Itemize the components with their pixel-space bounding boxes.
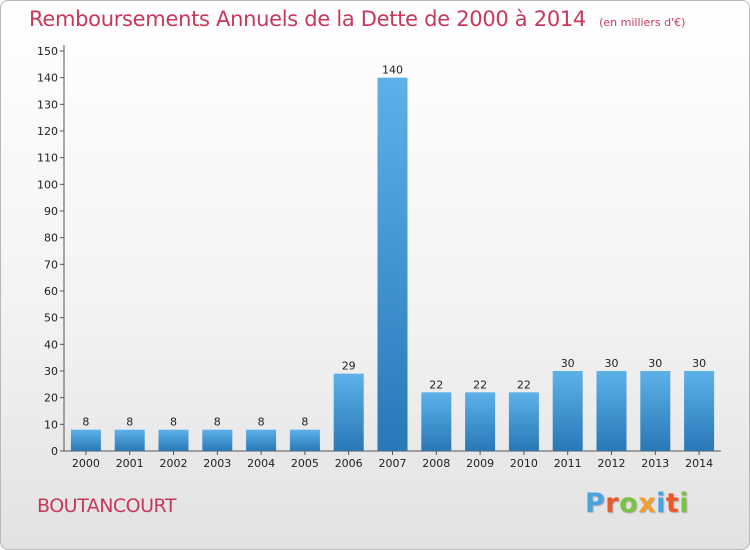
bar-value-label: 30 [692,357,706,370]
bar-value-label: 22 [473,378,487,391]
y-tick-label: 100 [37,178,58,191]
y-axis: 0 10 20 30 40 50 60 70 80 90 100 110 120 130 140 150 [37,45,65,458]
x-tick-label: 2003 [203,457,231,470]
bar-value-label: 140 [382,64,403,77]
y-tick-label: 50 [44,312,58,325]
y-tick-label: 130 [37,98,58,111]
x-tick-label: 2009 [466,457,494,470]
bar-2005 [289,429,320,451]
x-tick-label: 2004 [247,457,275,470]
logo-letter: r [605,488,620,519]
bar-2010 [508,392,539,451]
y-tick-label: 60 [44,285,58,298]
bar-value-label: 30 [648,357,662,370]
logo-letter: P [585,488,606,519]
bar-value-label: 8 [258,416,265,429]
y-tick-label: 120 [37,125,58,138]
bar-value-label: 30 [561,357,575,370]
bar-value-label: 29 [342,360,356,373]
bar-2003 [202,429,233,451]
y-tick-label: 80 [44,232,58,245]
logo-letter: x [638,488,657,519]
bar-value-label: 8 [170,416,177,429]
x-tick-label: 2008 [422,457,450,470]
y-tick-label: 0 [51,445,58,458]
y-tick-label: 20 [44,392,58,405]
y-tick-label: 30 [44,365,58,378]
x-tick-label: 2013 [641,457,669,470]
bar-2004 [246,429,277,451]
bar-2008 [421,392,452,451]
y-tick-label: 110 [37,152,58,165]
x-tick-label: 2006 [335,457,363,470]
x-tick-label: 2005 [291,457,319,470]
bar-2014 [684,371,715,451]
bar-value-label: 8 [82,416,89,429]
bar-2011 [552,371,583,451]
y-tick-label: 10 [44,418,58,431]
y-tick-label: 70 [44,258,58,271]
chart-title-unit: (en milliers d'€) [599,16,686,29]
x-tick-label: 2014 [685,457,713,470]
y-tick-label: 90 [44,205,58,218]
bar-2001 [114,429,145,451]
bar-2013 [640,371,671,451]
x-tick-label: 2000 [72,457,100,470]
x-axis: 2000 2001 2002 2003 2004 2005 2006 2007 2008 2009… [64,450,721,470]
bar-value-label: 8 [126,416,133,429]
x-tick-label: 2010 [510,457,538,470]
bar-value-label: 22 [517,378,531,391]
bars [70,77,715,452]
bar-value-label: 22 [429,378,443,391]
bar-2000 [70,429,101,451]
y-tick-label: 40 [44,338,58,351]
bar-2006 [333,373,364,451]
bar-2012 [596,371,627,451]
bar-value-label: 8 [214,416,221,429]
logo-letter: i [656,488,666,519]
logo-letter: i [679,488,690,519]
chart-title-main: Remboursements Annuels de la Dette de 20… [29,7,586,31]
x-tick-label: 2011 [554,457,582,470]
commune-name: BOUTANCOURT [37,495,176,517]
logo-letter: o [619,488,639,519]
y-tick-label: 150 [37,45,58,58]
x-tick-label: 2007 [379,457,407,470]
bar-2007 [377,77,408,452]
bar-value-label: 30 [605,357,619,370]
bar-value-label: 8 [301,416,308,429]
x-tick-label: 2002 [160,457,188,470]
proxiti-logo[interactable]: Proxiti [585,488,689,519]
y-tick-label: 140 [37,72,58,85]
bar-2002 [158,429,189,451]
x-tick-label: 2012 [598,457,626,470]
bar-2009 [465,392,496,451]
logo-letter: t [665,488,680,519]
x-tick-label: 2001 [116,457,144,470]
chart-title: Remboursements Annuels de la Dette de 20… [29,7,685,31]
bar-labels: 8 8 8 8 8 8 29 140 22 22 22 30 30 30 30 [82,64,706,429]
